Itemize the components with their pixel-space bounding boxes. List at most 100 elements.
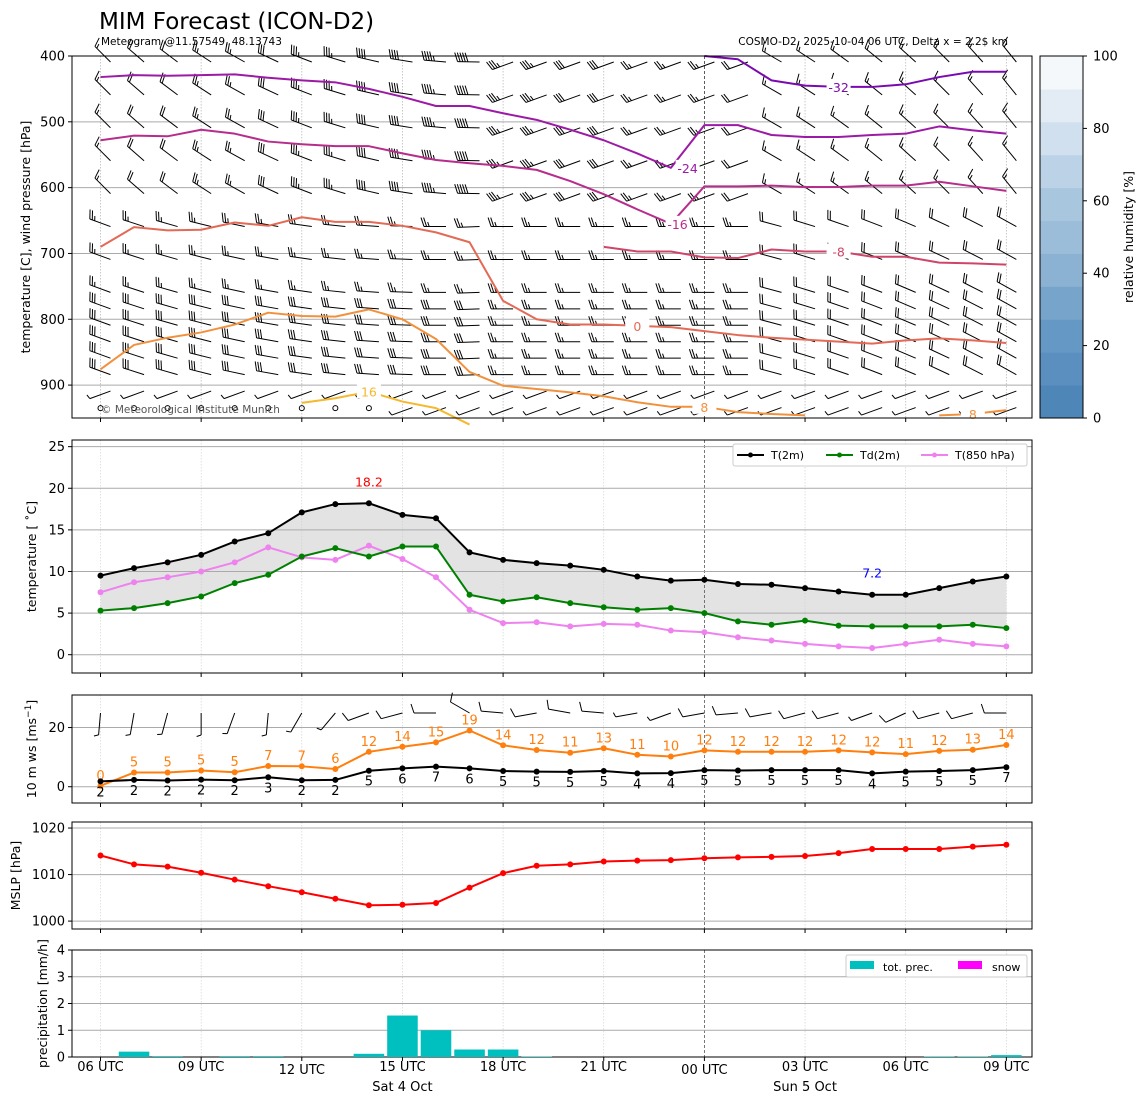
wind-barb	[290, 110, 312, 129]
legend-label: tot. prec.	[883, 961, 933, 974]
barb-half-flag	[729, 337, 732, 342]
wind-barb	[933, 136, 950, 162]
barb-flag	[897, 341, 900, 351]
barb-shaft	[793, 219, 816, 228]
legend-label: T(850 hPa)	[954, 449, 1015, 462]
barb-flag	[259, 329, 263, 339]
barb-shaft	[159, 114, 178, 129]
barb-flag	[931, 291, 934, 301]
barb-half-flag	[992, 394, 997, 399]
wind-barb	[996, 239, 1017, 260]
y-tick-label: 15	[48, 523, 65, 538]
series-point	[802, 852, 809, 859]
series-point	[298, 889, 305, 896]
barb-shaft	[760, 286, 782, 293]
series-point	[802, 748, 809, 755]
barb-half-flag	[969, 76, 973, 81]
series-point	[768, 748, 775, 755]
barb-half-flag	[832, 144, 835, 150]
wind-barb	[221, 278, 245, 293]
series-point	[768, 637, 775, 644]
barb-shaft	[89, 251, 111, 260]
series-point	[533, 560, 540, 567]
wind-barb	[655, 349, 681, 359]
barb-flag	[393, 49, 397, 60]
barb-flag	[363, 115, 366, 125]
wind-barb	[187, 390, 212, 400]
barb-flag	[191, 245, 193, 255]
barb-flag	[691, 365, 696, 375]
barb-half-flag	[229, 114, 232, 120]
wind-barb	[387, 364, 413, 376]
barb-shaft	[929, 299, 950, 310]
barb-flag	[622, 159, 630, 168]
isotherm-line	[603, 245, 1007, 266]
barb-flag	[761, 173, 765, 183]
y-tick-label: 25	[48, 440, 65, 455]
wind-speed-label: 5	[734, 774, 742, 789]
wind-barb	[589, 407, 614, 416]
barb-flag	[653, 193, 661, 202]
barb-flag	[259, 345, 263, 356]
series-point	[231, 876, 238, 883]
wind-barb	[688, 332, 715, 343]
barb-flag	[262, 144, 265, 154]
colorbar-swatch	[1040, 154, 1083, 189]
isotherm-label-bg	[692, 398, 717, 414]
barb-half-flag	[656, 411, 661, 416]
barb-flag	[759, 211, 761, 221]
wind-barb	[761, 74, 782, 96]
wind-barb	[354, 363, 379, 376]
wind-barb	[254, 213, 279, 228]
series-point	[667, 577, 674, 584]
barb-flag	[878, 715, 887, 723]
barb-shaft	[996, 215, 1017, 227]
barb-half-flag	[594, 337, 598, 342]
series-point	[600, 858, 607, 865]
barb-half-flag	[764, 47, 767, 53]
barb-flag	[894, 356, 897, 367]
series-point	[164, 559, 171, 566]
barb-shaft	[192, 82, 212, 96]
barb-shaft	[929, 331, 950, 343]
barb-flag	[192, 172, 196, 182]
barb-shaft	[123, 390, 145, 400]
barb-flag	[396, 83, 399, 93]
wind-barb	[1002, 102, 1017, 129]
barb-flag	[620, 193, 628, 202]
barb-flag	[555, 60, 563, 69]
barb-shaft	[1002, 143, 1017, 162]
barb-flag	[94, 37, 100, 47]
barb-half-flag	[662, 221, 665, 227]
barb-half-flag	[286, 730, 291, 733]
barb-shaft	[592, 193, 614, 202]
barb-shaft	[962, 216, 984, 227]
barb-flag	[426, 84, 430, 94]
wind-barb	[898, 104, 917, 129]
precip-bar	[957, 1056, 989, 1057]
wind-barb	[928, 322, 950, 343]
barb-flag	[389, 315, 394, 325]
barb-shaft	[156, 302, 178, 310]
barb-flag	[688, 217, 693, 227]
precip-legend: tot. prec. snow	[845, 954, 1028, 978]
barb-shaft	[390, 156, 413, 162]
barb-half-flag	[891, 411, 896, 416]
series-point	[466, 884, 473, 891]
wind-barb	[421, 116, 447, 129]
series-point	[365, 500, 372, 507]
barb-flag	[224, 295, 227, 305]
barb-half-flag	[798, 112, 801, 118]
barb-shaft	[693, 61, 715, 70]
wind-barb	[588, 250, 614, 260]
barb-half-flag	[460, 222, 464, 228]
barb-half-flag	[866, 143, 870, 149]
isotherm-line	[99, 308, 806, 417]
isotherm-label-bg	[960, 406, 985, 422]
colorbar-tick-label: 20	[1093, 339, 1110, 354]
barb-flag	[830, 138, 835, 148]
barb-flag	[159, 105, 164, 115]
barb-half-flag	[287, 394, 292, 399]
barb-half-flag	[764, 146, 767, 152]
wind-barb	[759, 310, 782, 326]
